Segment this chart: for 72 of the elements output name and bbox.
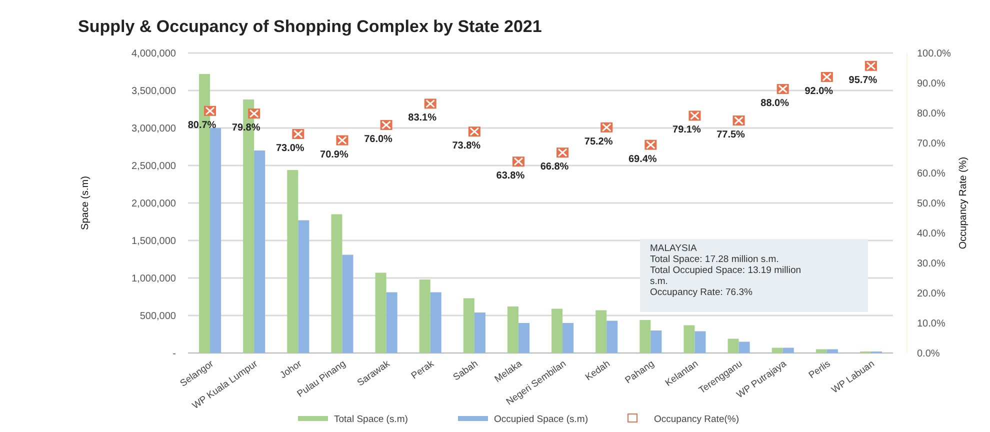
bar (463, 298, 474, 353)
y2-tick-label: 60.0% (917, 168, 946, 180)
chart-title: Supply & Occupancy of Shopping Complex by State 2021 (78, 17, 542, 36)
data-label: 63.8% (496, 170, 525, 182)
bar (518, 323, 530, 353)
bar (386, 292, 398, 353)
bar (684, 325, 695, 353)
data-label: 73.8% (452, 140, 481, 152)
data-label: 77.5% (716, 130, 746, 140)
data-label: 69.4% (628, 154, 657, 165)
bar (782, 348, 794, 353)
y-tick-label: 3,000,000 (132, 124, 176, 134)
y-axis-title: Space (s.m) (80, 176, 91, 230)
y-tick-label: 500,000 (140, 311, 176, 322)
bar (738, 342, 750, 353)
legend-label: Occupancy Rate(%) (654, 414, 740, 425)
y-tick-label: 2,500,000 (132, 161, 176, 172)
bar (474, 312, 486, 353)
note-box: MALAYSIA Total Space: 17.28 million s.m. Total Occupied Space: 13.19 million s.m. Occupancy Rate: 76.3% (640, 239, 868, 312)
y2-tick-label: 40.0% (917, 228, 946, 240)
y-tick-label: 1,000,000 (132, 274, 176, 284)
y2-tick-label: 70.0% (917, 138, 946, 150)
data-label: 88.0% (760, 98, 790, 109)
bar (606, 320, 618, 353)
data-label: 76.0% (364, 134, 393, 145)
data-label: 73.0% (276, 143, 304, 154)
bar (728, 338, 739, 353)
bar (287, 170, 298, 353)
y2-tick-label: 0.0% (917, 348, 940, 360)
data-label: 79.8% (232, 122, 260, 134)
bar (331, 214, 342, 353)
data-label: 95.7% (848, 74, 878, 86)
y2-tick-label: 100.0% (917, 48, 952, 60)
bar (650, 330, 662, 353)
annotation: MALAYSIA Total Space: 17.28 million s.m. Total Occupied Space: 13.19 million s.m. Occupancy Rate: 76.3% (650, 243, 802, 298)
bar (772, 348, 783, 353)
y2-tick-label: 10.0% (917, 318, 946, 330)
y-tick-label: 2,000,000 (132, 198, 176, 210)
y2-tick-label: 50.0% (917, 198, 946, 210)
y-tick-label: 3,500,000 (132, 86, 176, 97)
bar (640, 320, 651, 353)
data-label: 92.0% (804, 86, 834, 97)
bar (298, 220, 310, 353)
y2-tick-label: 90.0% (917, 78, 946, 90)
data-label: 70.9% (320, 149, 348, 160)
y2-tick-label: 80.0% (917, 108, 946, 120)
bar (826, 349, 838, 353)
data-label: 79.1% (672, 124, 701, 136)
bar (210, 128, 222, 353)
y-tick-label: - (172, 348, 176, 360)
bar (507, 306, 518, 353)
bar (342, 254, 354, 353)
data-label: 83.1% (408, 112, 437, 124)
bar (596, 310, 607, 353)
y2-tick-label: 20.0% (917, 288, 946, 300)
data-label: 80.7% (188, 120, 216, 131)
y2-tick-label: 30.0% (917, 258, 946, 270)
legend-label: Total Space (s.m) (334, 414, 408, 425)
bar (419, 280, 430, 353)
bar (254, 150, 266, 353)
bar (430, 292, 442, 353)
data-label: 66.8% (540, 162, 569, 173)
data-label: 75.2% (584, 136, 613, 148)
bar (816, 349, 827, 353)
legend-label: Occupied Space (s.m) (494, 414, 588, 425)
bar (562, 323, 574, 353)
y-tick-label: 4,000,000 (132, 48, 176, 60)
bar (375, 272, 386, 353)
y-tick-label: 1,500,000 (132, 236, 176, 247)
y2-axis-title: Occupancy Rate (%) (958, 156, 969, 250)
bar (694, 331, 706, 353)
bar (552, 308, 563, 353)
